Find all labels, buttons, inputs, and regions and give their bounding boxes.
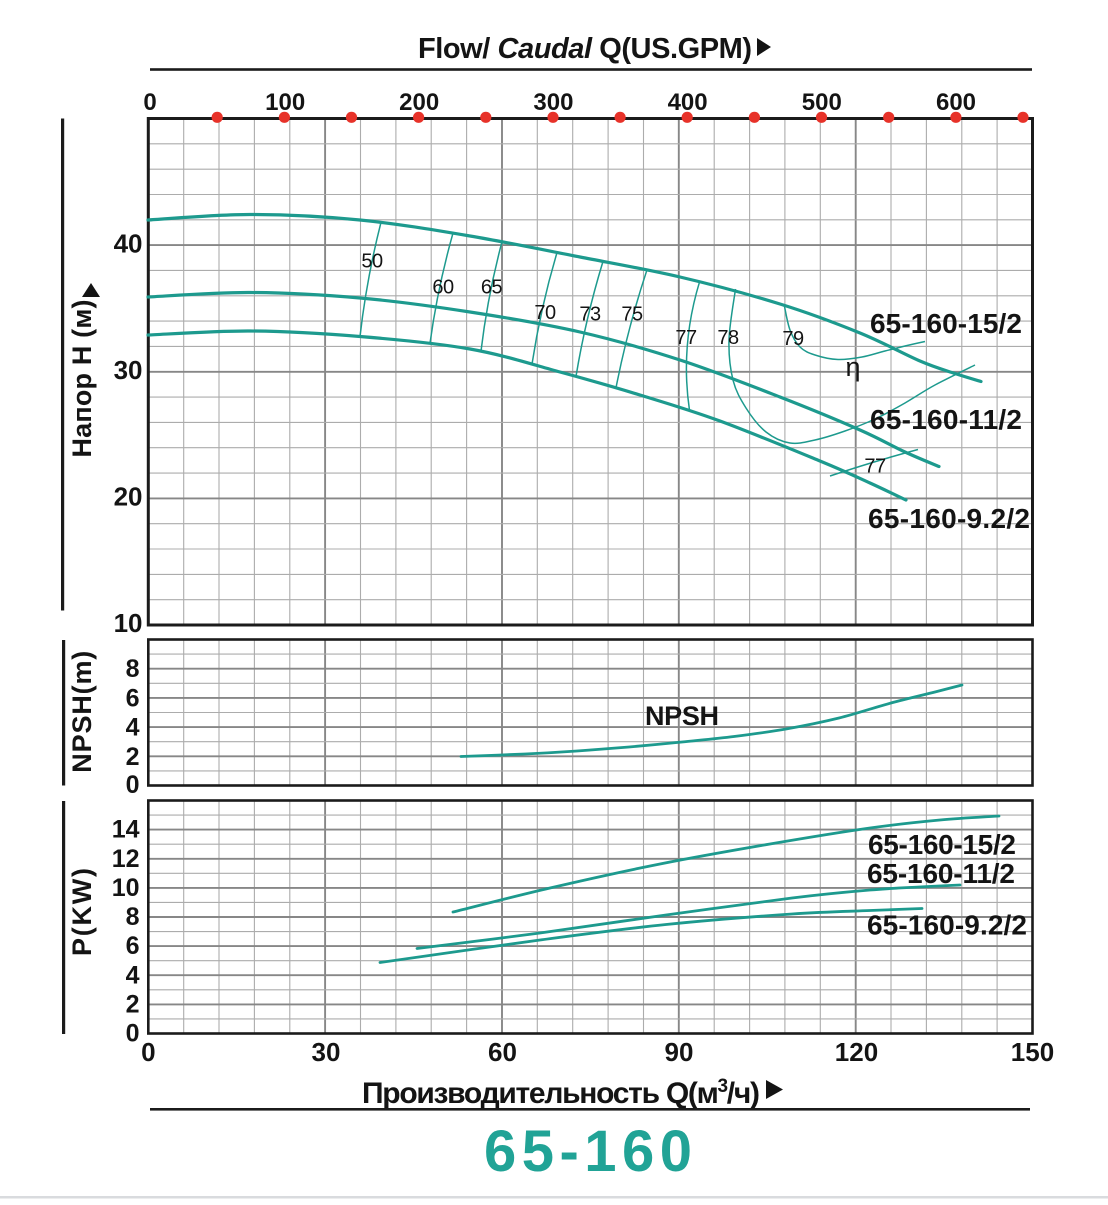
svg-text:6: 6 xyxy=(126,932,140,960)
svg-text:12: 12 xyxy=(112,845,140,873)
svg-text:65-160: 65-160 xyxy=(484,1119,692,1184)
svg-text:100: 100 xyxy=(265,89,305,116)
svg-text:P(KW): P(KW) xyxy=(67,868,97,956)
svg-text:73: 73 xyxy=(579,304,601,326)
svg-text:75: 75 xyxy=(621,304,643,326)
svg-text:4: 4 xyxy=(126,714,140,742)
svg-text:78: 78 xyxy=(717,327,739,349)
svg-text:10: 10 xyxy=(112,874,140,902)
svg-text:65-160-11/2: 65-160-11/2 xyxy=(867,858,1015,889)
svg-text:Flow/ Caudal Q(US.GPM): Flow/ Caudal Q(US.GPM) xyxy=(418,33,752,65)
svg-text:60: 60 xyxy=(432,277,454,299)
svg-text:65: 65 xyxy=(481,277,503,299)
svg-text:2: 2 xyxy=(126,743,140,771)
svg-text:120: 120 xyxy=(835,1037,878,1067)
svg-text:8: 8 xyxy=(126,903,140,931)
svg-text:8: 8 xyxy=(126,655,140,683)
svg-text:2: 2 xyxy=(126,990,140,1018)
svg-text:65-160-15/2: 65-160-15/2 xyxy=(868,829,1016,860)
svg-text:150: 150 xyxy=(1011,1037,1054,1067)
svg-text:Производительность Q(м3/ч): Производительность Q(м3/ч) xyxy=(362,1076,760,1110)
svg-text:90: 90 xyxy=(665,1037,694,1067)
svg-text:50: 50 xyxy=(361,251,383,273)
svg-text:60: 60 xyxy=(488,1037,517,1067)
svg-text:6: 6 xyxy=(126,684,140,712)
svg-text:65-160-9.2/2: 65-160-9.2/2 xyxy=(867,910,1027,941)
svg-text:NPSH(m): NPSH(m) xyxy=(67,651,97,773)
svg-text:20: 20 xyxy=(114,482,143,512)
svg-text:0: 0 xyxy=(143,89,156,116)
svg-text:77: 77 xyxy=(675,327,697,349)
svg-text:79: 79 xyxy=(782,328,804,350)
svg-text:0: 0 xyxy=(126,771,140,799)
svg-text:η: η xyxy=(845,352,860,382)
svg-text:200: 200 xyxy=(399,89,439,116)
svg-text:NPSH: NPSH xyxy=(645,701,719,731)
svg-text:0: 0 xyxy=(141,1037,155,1067)
svg-text:Напор H (м): Напор H (м) xyxy=(67,300,97,458)
svg-text:0: 0 xyxy=(126,1020,140,1048)
svg-text:600: 600 xyxy=(936,89,976,116)
svg-text:4: 4 xyxy=(126,961,140,989)
svg-text:30: 30 xyxy=(312,1037,341,1067)
svg-text:70: 70 xyxy=(534,302,556,324)
svg-text:65-160-15/2: 65-160-15/2 xyxy=(870,308,1022,339)
svg-text:10: 10 xyxy=(114,608,143,638)
svg-text:77: 77 xyxy=(864,456,886,478)
svg-text:30: 30 xyxy=(114,355,143,385)
svg-text:40: 40 xyxy=(114,229,143,259)
svg-text:65-160-11/2: 65-160-11/2 xyxy=(870,404,1022,435)
svg-text:65-160-9.2/2: 65-160-9.2/2 xyxy=(868,503,1030,534)
svg-text:300: 300 xyxy=(533,89,573,116)
svg-text:400: 400 xyxy=(668,89,708,116)
svg-text:500: 500 xyxy=(802,89,842,116)
svg-text:14: 14 xyxy=(112,816,140,844)
